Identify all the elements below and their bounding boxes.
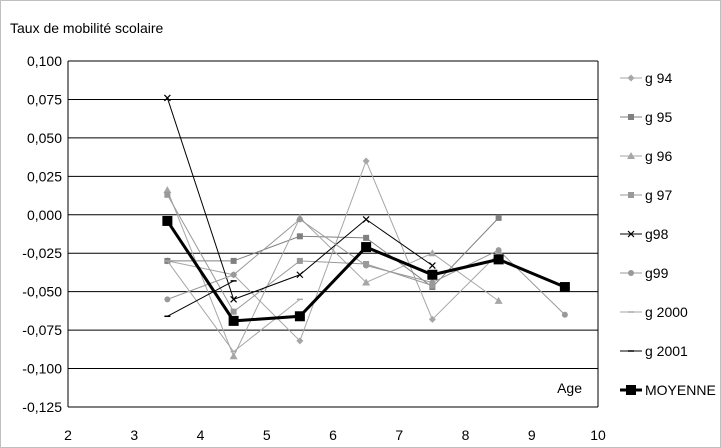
- y-tick-label: 0,075: [27, 91, 62, 107]
- legend-item: g 2001: [620, 343, 688, 359]
- data-point: [230, 271, 237, 278]
- data-point: [428, 315, 436, 323]
- y-axis-title: Taux de mobilité scolaire: [10, 20, 164, 36]
- y-tick-label: 0,050: [27, 130, 62, 146]
- y-tick-label: 0,100: [27, 53, 62, 69]
- data-point: [427, 269, 438, 280]
- data-point: [559, 282, 570, 293]
- legend-item: g 94: [620, 70, 672, 86]
- series-g99: [164, 216, 568, 318]
- data-point: [294, 311, 305, 322]
- x-tick-label: 8: [462, 427, 470, 443]
- gridlines: [68, 60, 598, 408]
- y-tick-label: 0,025: [27, 168, 62, 184]
- data-point: [296, 216, 303, 223]
- series-moyenne: [162, 215, 570, 326]
- data-point: [296, 257, 303, 264]
- legend-label: g 2000: [645, 304, 688, 320]
- series-line: [167, 280, 234, 317]
- data-point: [163, 186, 172, 194]
- data-point: [228, 315, 239, 326]
- legend-label: g 95: [645, 109, 672, 125]
- data-point: [428, 262, 436, 269]
- series-g-2001: [164, 280, 237, 318]
- data-point: [429, 279, 436, 286]
- x-axis-title: Age: [557, 380, 582, 396]
- legend-item: g 96: [620, 148, 672, 164]
- legend-item: g 97: [620, 187, 672, 203]
- series-line: [167, 217, 499, 288]
- data-point: [627, 230, 635, 238]
- data-point: [495, 247, 502, 254]
- legend-item: g 95: [620, 109, 672, 125]
- legend-item: MOYENNE: [620, 382, 716, 398]
- legend-label: g 2001: [645, 343, 688, 359]
- data-point: [363, 234, 370, 241]
- data-point: [230, 257, 237, 264]
- data-point: [164, 296, 171, 303]
- data-point: [627, 74, 635, 82]
- x-tick-label: 6: [329, 427, 337, 443]
- data-point: [627, 152, 635, 159]
- legend-item: g99: [620, 265, 669, 281]
- x-tick-label: 10: [590, 427, 606, 443]
- data-point: [363, 262, 370, 269]
- legend-label: g99: [645, 265, 669, 281]
- legend-item: g 2000: [620, 304, 688, 320]
- data-point: [429, 282, 436, 289]
- data-point: [296, 337, 304, 345]
- data-point: [362, 157, 370, 165]
- data-point: [361, 242, 372, 253]
- data-point: [428, 249, 437, 257]
- y-tick-label: 0,000: [27, 207, 62, 223]
- data-point: [561, 311, 568, 318]
- data-point: [493, 254, 504, 265]
- series-group: [162, 94, 570, 360]
- data-point: [362, 215, 370, 223]
- legend-label: g 96: [645, 148, 672, 164]
- legend: g 94 g 95 g 96 g 97 g98 g99 g 2000 g 2001 MOYENN…: [620, 70, 716, 398]
- series-line: [167, 159, 499, 342]
- x-tick-label: 9: [528, 427, 536, 443]
- data-point: [230, 295, 238, 303]
- data-point: [162, 215, 173, 226]
- data-point: [628, 192, 634, 198]
- y-tick-label: -0,125: [22, 399, 62, 415]
- data-point: [495, 214, 502, 221]
- axes: 0,100 0,075 0,050 0,025 0,000 -0,025 -0,050 -0,…: [22, 53, 606, 443]
- data-point: [628, 114, 634, 120]
- data-point: [164, 191, 171, 198]
- legend-label: MOYENNE: [645, 382, 716, 398]
- data-point: [362, 278, 371, 286]
- legend-label: g 97: [645, 187, 672, 203]
- legend-item: g98: [620, 226, 669, 242]
- series-line: [166, 189, 499, 358]
- data-point: [230, 308, 237, 315]
- y-tick-label: -0,100: [22, 361, 62, 377]
- data-point: [229, 352, 238, 360]
- x-tick-label: 7: [395, 427, 403, 443]
- data-point: [628, 270, 634, 276]
- y-tick-label: -0,075: [22, 322, 62, 338]
- legend-label: g98: [645, 226, 669, 242]
- x-tick-label: 5: [263, 427, 271, 443]
- data-point: [494, 296, 503, 304]
- x-tick-label: 3: [130, 427, 138, 443]
- data-point: [626, 385, 636, 395]
- y-tick-label: -0,050: [22, 284, 62, 300]
- x-tick-label: 4: [197, 427, 205, 443]
- data-point: [296, 271, 304, 279]
- x-tick-label: 2: [64, 427, 72, 443]
- data-point: [296, 233, 303, 240]
- series-g98: [163, 94, 436, 303]
- legend-label: g 94: [645, 70, 672, 86]
- y-tick-label: -0,025: [22, 245, 62, 261]
- data-point: [163, 94, 171, 102]
